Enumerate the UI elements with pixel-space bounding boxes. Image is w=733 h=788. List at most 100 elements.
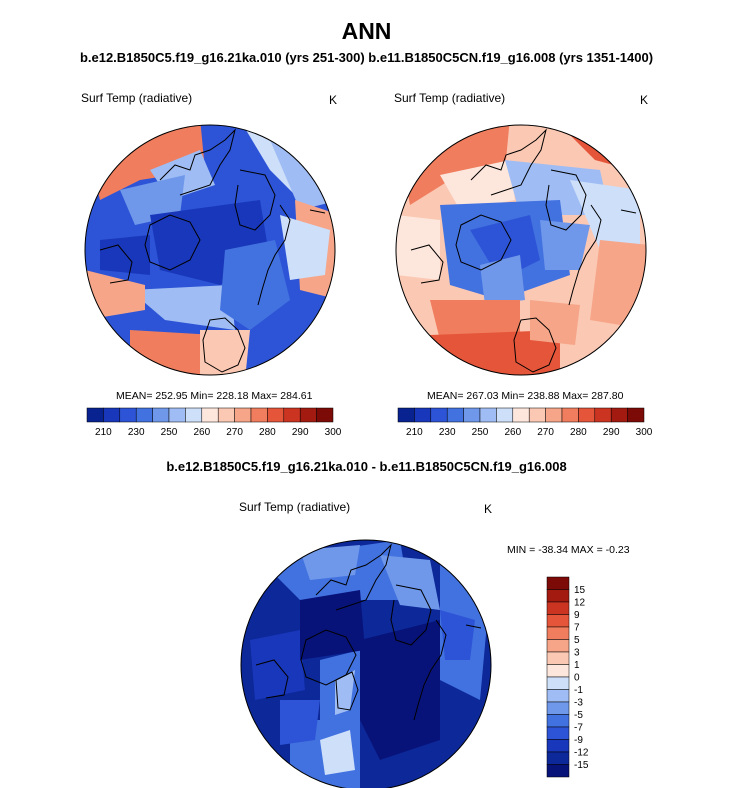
panel3-colorbar-tick-label: 1 (574, 660, 580, 671)
panel3-colorbar-swatch (546, 701, 570, 715)
panel2-colorbar-swatch (496, 407, 514, 423)
panel1-colorbar-tick-label: 290 (292, 427, 309, 438)
panel1-colorbar-swatch (316, 407, 334, 423)
panel2-colorbar-tick-label: 250 (472, 427, 489, 438)
panel1-colorbar-swatch (283, 407, 301, 423)
panel3-colorbar-swatch (546, 689, 570, 703)
panel3-colorbar-swatch (546, 614, 570, 628)
panel3-colorbar-tick-label: 12 (574, 598, 586, 609)
panel2-colorbar-tick-label: 280 (570, 427, 587, 438)
panel3-colorbar-swatch (546, 751, 570, 765)
panel1-stats: MEAN= 252.95 Min= 228.18 Max= 284.61 (116, 390, 313, 402)
panel2-colorbar-swatch (463, 407, 481, 423)
panel3-colorbar-tick-label: -3 (574, 698, 583, 709)
panel2-colorbar-swatch (545, 407, 563, 423)
figure-subtitle: b.e12.B1850C5.f19_g16.21ka.010 (yrs 251-… (79, 50, 654, 65)
panel1-colorbar-swatch (201, 407, 219, 423)
panel1-colorbar-swatch (168, 407, 186, 423)
panel2-units-label: K (640, 93, 649, 107)
panel3-stats: MIN = -38.34 MAX = -0.23 (507, 544, 630, 556)
panel3-colorbar-tick-label: 9 (574, 610, 580, 621)
panel3-colorbar: 15 129 75 31 0-1 -3-5 -7-9 -12-15 (546, 576, 589, 778)
panel1-colorbar-swatch (234, 407, 252, 423)
panel1-colorbar: 210 230 250 260 270 280 290 300 (86, 407, 342, 438)
panel3-colorbar-swatch (546, 664, 570, 678)
panel2-colorbar-swatch (414, 407, 432, 423)
panel2-colorbar-tick-label: 270 (537, 427, 554, 438)
panel1-colorbar-tick-label: 210 (95, 427, 112, 438)
panel2-colorbar-swatch (594, 407, 612, 423)
panel1-colorbar-swatch (135, 407, 153, 423)
difference-title: b.e12.B1850C5.f19_g16.21ka.010 - b.e11.B… (166, 459, 567, 474)
panel2-coastlines (410, 128, 637, 373)
panel1-colorbar-tick-label: 300 (325, 427, 342, 438)
panel1-units-label: K (329, 93, 338, 107)
panel1-colorbar-tick-label: 270 (226, 427, 243, 438)
panel3-colorbar-tick-label: -5 (574, 710, 583, 721)
panel3-colorbar-tick-label: 5 (574, 635, 580, 646)
panel3-colorbar-swatch (546, 589, 570, 603)
panel2-map (396, 125, 646, 375)
panel2-stats: MEAN= 267.03 Min= 238.88 Max= 287.80 (427, 390, 624, 402)
panel1-colorbar-swatch (217, 407, 235, 423)
panel3-colorbar-tick-label: -9 (574, 735, 583, 746)
panel3-colorbar-tick-label: -1 (574, 685, 583, 696)
panel3-map-border (240, 539, 492, 788)
panel1-colorbar-swatch (152, 407, 170, 423)
panel1-colorbar-tick-label: 260 (193, 427, 210, 438)
panel3-colorbar-tick-label: -15 (574, 760, 589, 771)
panel2-colorbar-swatch (479, 407, 497, 423)
panel3-colorbar-tick-label: 15 (574, 585, 586, 596)
panel3-variable-label: Surf Temp (radiative) (239, 500, 351, 514)
panel3-map (241, 540, 491, 788)
panel3-coastlines (255, 543, 482, 721)
panel3-units-label: K (484, 502, 493, 516)
panel2-colorbar-swatch (610, 407, 628, 423)
panel1-variable-label: Surf Temp (radiative) (81, 91, 193, 105)
panel2-colorbar-swatch (528, 407, 546, 423)
panel2-colorbar-tick-label: 230 (439, 427, 456, 438)
panel3-colorbar-swatch (546, 764, 570, 778)
panel1-colorbar-swatch (185, 407, 203, 423)
panel3-colorbar-tick-label: 7 (574, 623, 580, 634)
panel2-colorbar-tick-label: 210 (406, 427, 423, 438)
panel3-colorbar-swatch (546, 676, 570, 690)
panel3-colorbar-swatch (546, 739, 570, 753)
panel2-colorbar: 210 230 250 260 270 280 290 300 (397, 407, 653, 438)
panel2-variable-label: Surf Temp (radiative) (394, 91, 506, 105)
panel1-colorbar-tick-label: 230 (128, 427, 145, 438)
panel3-colorbar-swatch (546, 601, 570, 615)
panel3-colorbar-tick-label: -12 (574, 748, 589, 759)
panel1-colorbar-tick-label: 250 (161, 427, 178, 438)
panel1-colorbar-swatch (250, 407, 268, 423)
panel1-colorbar-swatch (119, 407, 137, 423)
panel3-colorbar-swatch (546, 651, 570, 665)
panel2-colorbar-tick-label: 260 (504, 427, 521, 438)
panel2-colorbar-swatch (397, 407, 415, 423)
panel3-colorbar-swatch (546, 714, 570, 728)
panel1-coastlines (99, 128, 326, 373)
panel2-colorbar-swatch (512, 407, 530, 423)
panel3-colorbar-tick-label: -7 (574, 723, 583, 734)
panel1-colorbar-tick-label: 280 (259, 427, 276, 438)
panel2-colorbar-swatch (561, 407, 579, 423)
panel3-colorbar-tick-label: 3 (574, 648, 580, 659)
panel3-colorbar-swatch (546, 626, 570, 640)
panel1-map (85, 125, 335, 375)
panel1-colorbar-swatch (299, 407, 317, 423)
panel2-colorbar-tick-label: 300 (636, 427, 653, 438)
panel2-colorbar-swatch (430, 407, 448, 423)
panel3-colorbar-swatch (546, 576, 570, 590)
figure-title: ANN (341, 18, 392, 44)
panel3-colorbar-swatch (546, 639, 570, 653)
panel1-colorbar-swatch (86, 407, 104, 423)
panel2-map-border (395, 124, 647, 376)
panel3-colorbar-swatch (546, 726, 570, 740)
panel1-colorbar-swatch (103, 407, 121, 423)
panel1-colorbar-swatch (267, 407, 285, 423)
panel2-colorbar-swatch (446, 407, 464, 423)
panel2-colorbar-swatch (627, 407, 645, 423)
panel2-colorbar-tick-label: 290 (603, 427, 620, 438)
panel2-colorbar-swatch (578, 407, 596, 423)
